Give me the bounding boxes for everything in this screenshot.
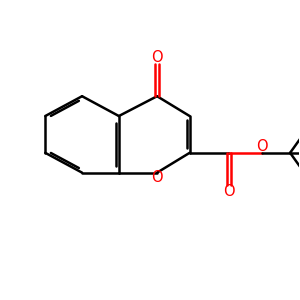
Text: O: O: [151, 170, 163, 185]
Text: O: O: [151, 50, 163, 65]
Text: O: O: [224, 184, 235, 199]
Text: O: O: [256, 139, 268, 154]
